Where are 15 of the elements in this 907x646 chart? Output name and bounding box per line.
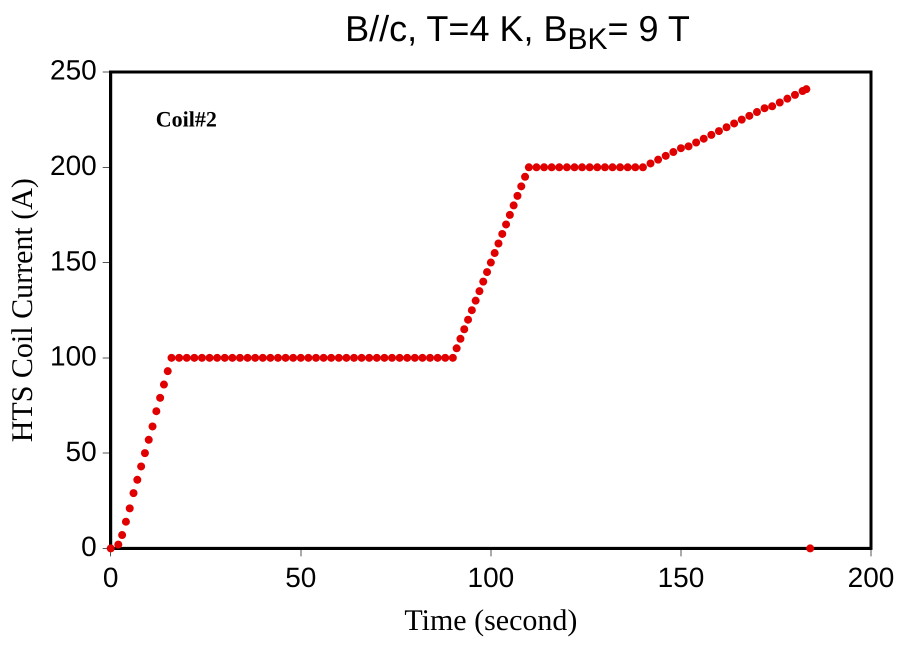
annotation: Coil#2 — [156, 106, 217, 132]
x-tick-label: 0 — [102, 562, 119, 593]
chart-title: B//c, T=4 K, B$_{BK}$= 9 T — [344, 8, 691, 58]
x-axis-title: Time (second) — [404, 604, 578, 637]
x-tick-label: 50 — [285, 562, 316, 593]
y-tick-label: 250 — [50, 54, 97, 86]
y-axis-title: HTS Coil Current (A) — [6, 178, 39, 442]
x-tick-label: 200 — [848, 562, 894, 593]
x-tick-label: 150 — [658, 562, 704, 593]
y-tick-label: 100 — [50, 340, 97, 372]
y-tick-label: 150 — [50, 245, 97, 276]
y-tick-label: 0 — [81, 531, 97, 562]
y-tick-label: 50 — [66, 436, 97, 467]
x-tick-label: 100 — [468, 562, 514, 593]
y-tick-label: 200 — [50, 150, 97, 181]
